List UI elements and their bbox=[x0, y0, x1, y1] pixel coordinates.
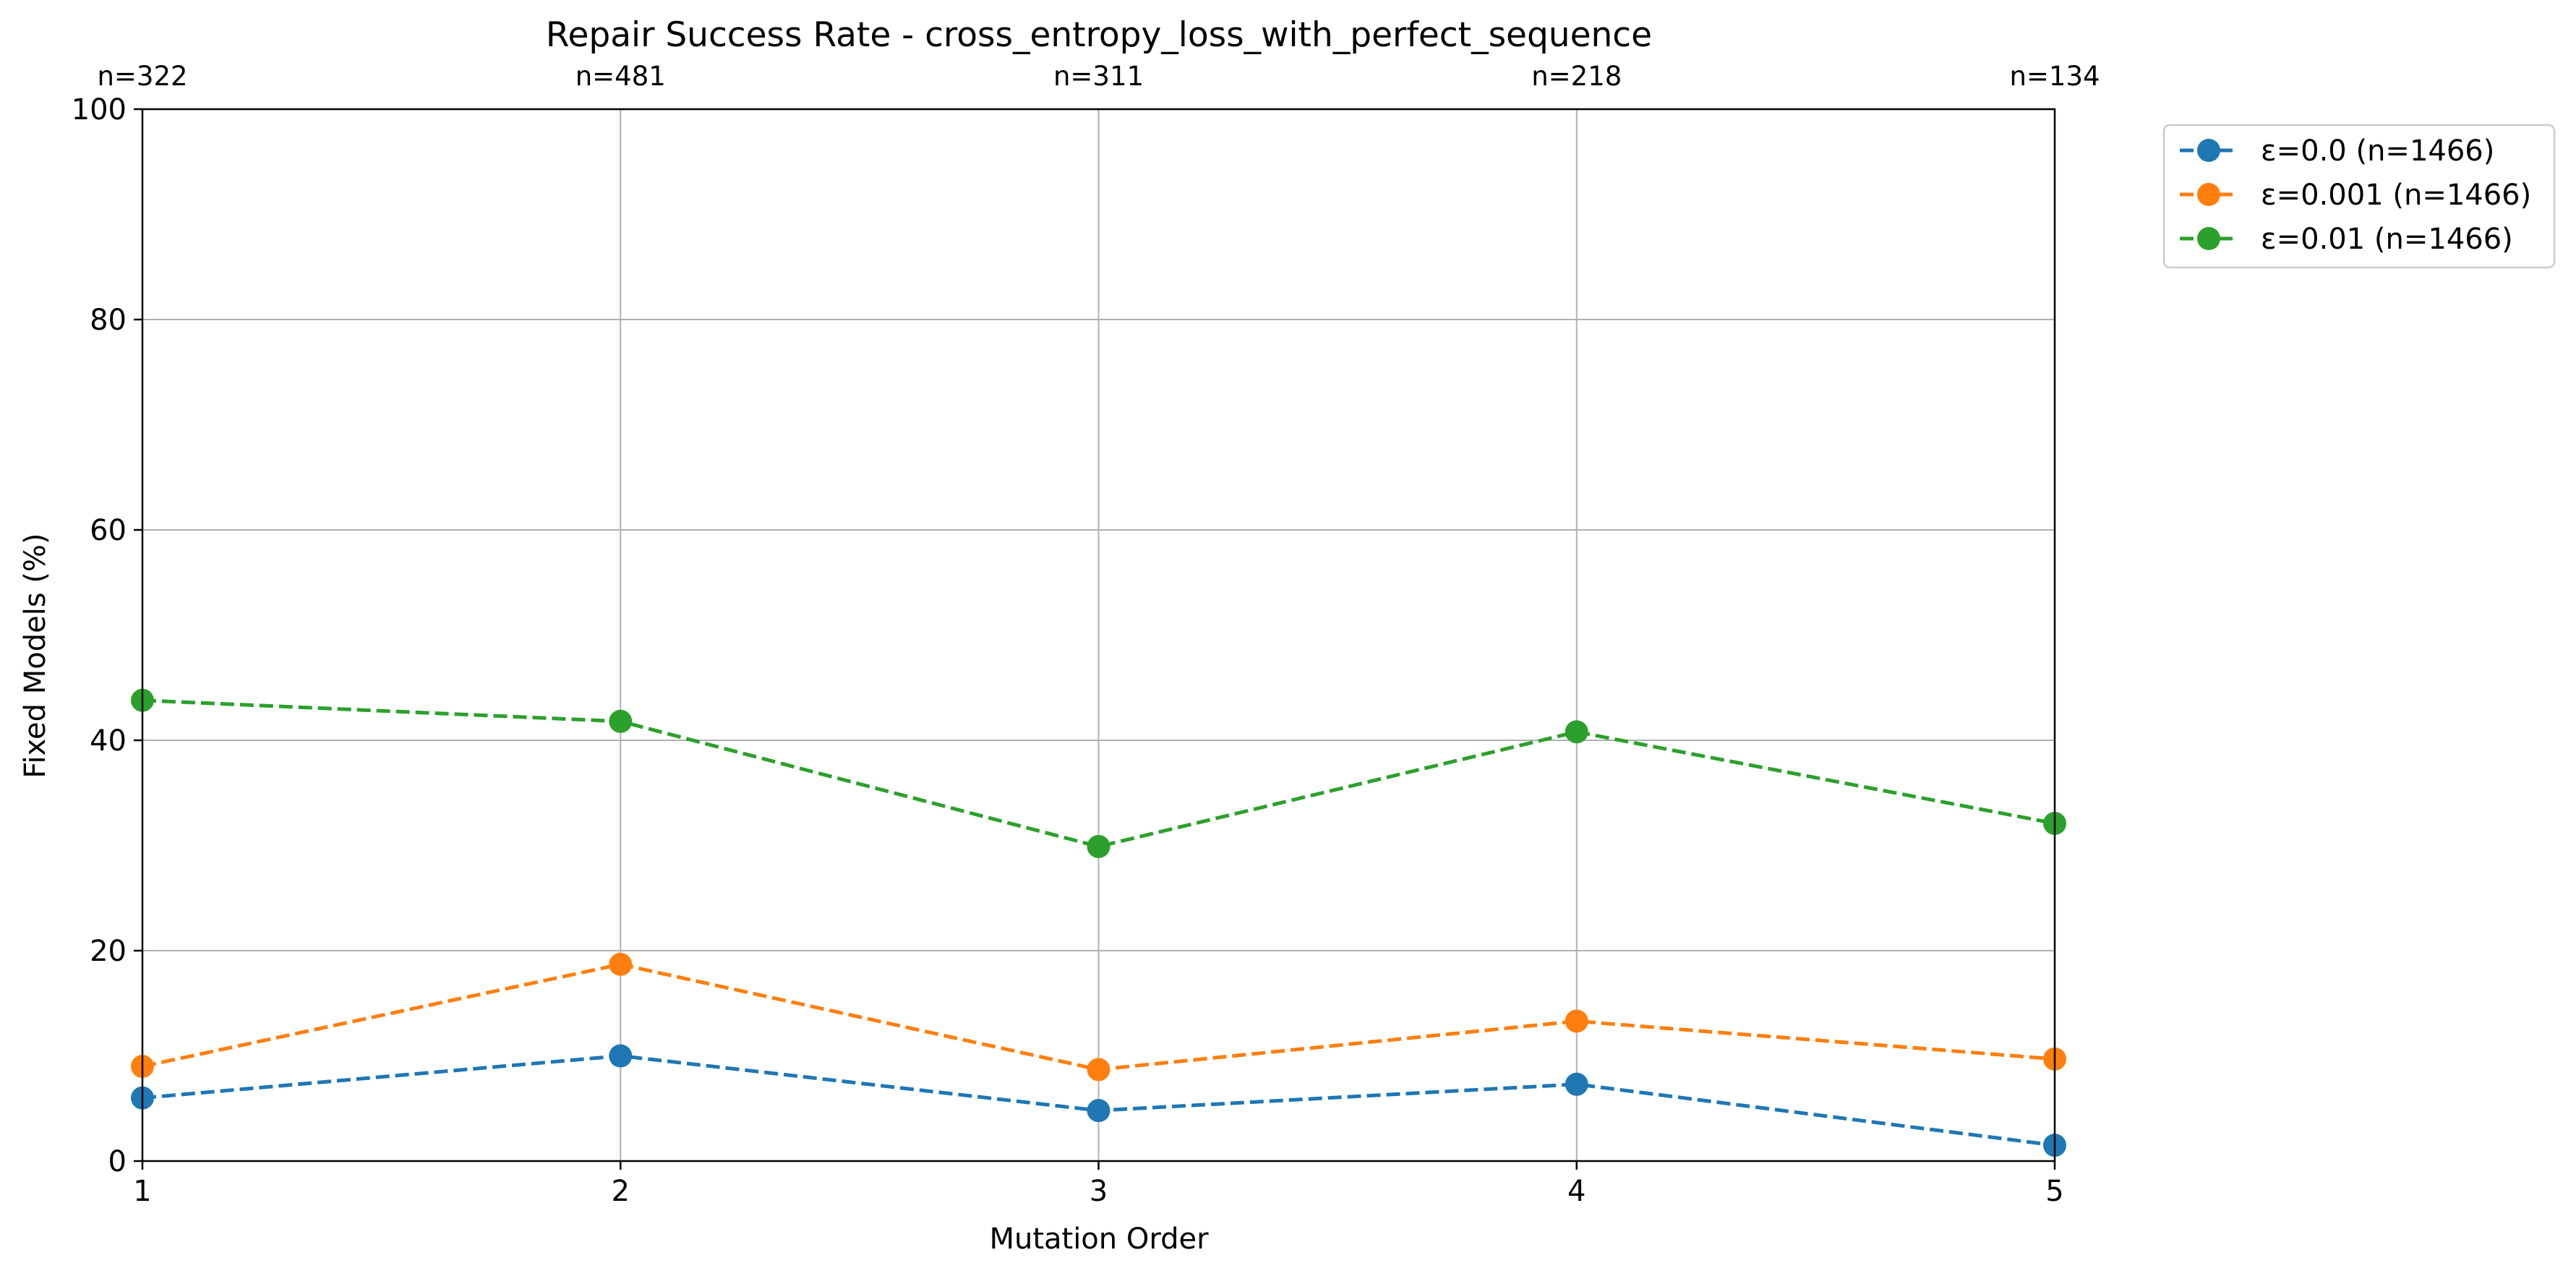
data-point bbox=[609, 709, 633, 733]
series-line bbox=[142, 698, 2055, 849]
y-tick-label: 60 bbox=[90, 514, 127, 547]
data-point bbox=[1565, 720, 1588, 744]
y-tick-label: 40 bbox=[90, 724, 127, 758]
sample-count-label: n=322 bbox=[97, 61, 187, 92]
y-tick-label: 80 bbox=[90, 304, 127, 337]
sample-count-label: n=481 bbox=[575, 61, 666, 92]
x-tick-label: 3 bbox=[1090, 1175, 1108, 1208]
sample-count-label: n=134 bbox=[2009, 61, 2100, 92]
legend-marker bbox=[2197, 183, 2220, 206]
legend-marker bbox=[2197, 139, 2220, 162]
y-tick-label: 20 bbox=[90, 935, 127, 968]
x-tick-label: 1 bbox=[133, 1175, 151, 1208]
chart-title: Repair Success Rate - cross_entropy_loss… bbox=[546, 15, 1652, 55]
legend-marker bbox=[2197, 227, 2220, 250]
series-group bbox=[131, 688, 2066, 858]
y-tick-label: 100 bbox=[72, 93, 127, 127]
y-tick-label: 0 bbox=[108, 1145, 127, 1178]
data-point bbox=[609, 952, 633, 976]
axes: 0 20 40 60 80 100 1 2 3 4 5 bbox=[72, 93, 2064, 1208]
y-axis-label: Fixed Models (%) bbox=[19, 533, 52, 778]
series-layer bbox=[131, 688, 2066, 1157]
data-point bbox=[1565, 1072, 1588, 1096]
data-point bbox=[1565, 1009, 1588, 1033]
data-point bbox=[1087, 1058, 1111, 1082]
x-tick-label: 2 bbox=[612, 1175, 630, 1208]
x-tick-label: 4 bbox=[1567, 1175, 1586, 1208]
data-point bbox=[609, 1044, 633, 1068]
data-point bbox=[1087, 1099, 1111, 1123]
sample-count-labels: n=322 n=481 n=311 n=218 n=134 bbox=[97, 61, 2100, 92]
legend-label: ε=0.0 (n=1466) bbox=[2261, 134, 2494, 168]
data-point bbox=[1087, 834, 1111, 858]
legend: ε=0.0 (n=1466) ε=0.001 (n=1466) ε=0.01 (n=… bbox=[2162, 124, 2556, 269]
legend-label: ε=0.01 (n=1466) bbox=[2261, 223, 2513, 256]
x-axis-label: Mutation Order bbox=[989, 1223, 1209, 1256]
sample-count-label: n=218 bbox=[1531, 61, 1622, 92]
x-tick-label: 5 bbox=[2045, 1175, 2063, 1208]
sample-count-label: n=311 bbox=[1053, 61, 1144, 92]
legend-label: ε=0.001 (n=1466) bbox=[2261, 179, 2531, 212]
legend-box bbox=[2162, 124, 2556, 269]
